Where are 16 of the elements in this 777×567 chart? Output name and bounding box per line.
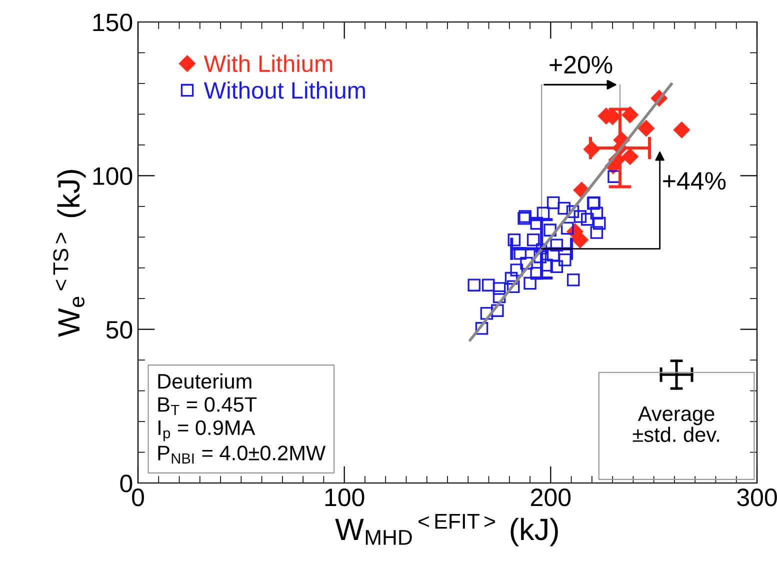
annotation: +44%	[663, 172, 726, 190]
annotation: Average ±std. dev.	[632, 406, 719, 442]
y-tick-label: 0	[120, 474, 132, 492]
y-tick-label: 100	[93, 167, 132, 185]
y-tick-label: 50	[106, 320, 132, 339]
y-axis-title: W$_{e}$$^{<TS>}$ (kJ)	[53, 170, 86, 337]
x-tick-label: 300	[737, 488, 777, 506]
x-tick-label: 200	[531, 488, 571, 506]
legend-label: With Lithium	[204, 54, 332, 72]
x-tick-label: 0	[132, 488, 144, 506]
annotation: +20%	[550, 56, 612, 74]
text: Deuterium B$_{T}$ = 0.45T I$_{p}$ = 0.9MA P$_{NBI}$ = 4.0±0.2MW	[158, 373, 326, 464]
y-tick-label: 150	[93, 14, 132, 32]
x-tick-label: 100	[325, 488, 364, 506]
legend-label: Without Lithium	[204, 81, 365, 99]
x-axis-title: W$_{MHD}$$^{<EFIT>}$ (kJ)	[335, 514, 558, 546]
